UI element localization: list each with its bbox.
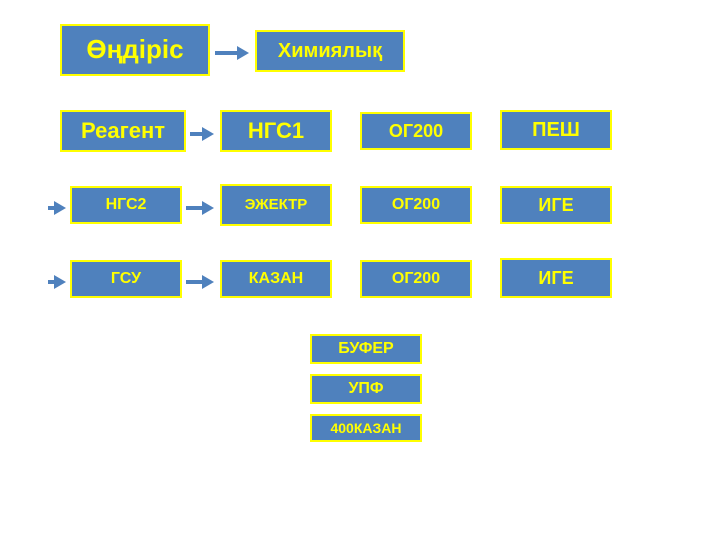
box-kazan400: 400КАЗАН <box>310 414 422 442</box>
box-label-reagent: Реагент <box>81 119 165 142</box>
box-upf: УПФ <box>310 374 422 404</box>
arrow-a-ngs2-ezhektr <box>186 201 214 215</box>
box-gsu: ГСУ <box>70 260 182 298</box>
box-label-ngs1: НГС1 <box>248 119 304 142</box>
box-label-kazan: КАЗАН <box>249 271 303 288</box>
box-ezhektr: ЭЖЕКТР <box>220 184 332 226</box>
box-khimiya: Химиялық <box>255 30 405 72</box>
box-label-igea: ИГЕ <box>538 196 573 215</box>
box-bufer: БУФЕР <box>310 334 422 364</box>
box-label-ondiris: Өңдіріс <box>86 36 183 63</box>
arrow-a-ondiris-khim <box>215 46 249 60</box>
arrow-a-into-ngs2 <box>48 201 66 215</box>
box-og200a: ОГ200 <box>360 112 472 150</box>
arrow-a-reagent-ngs1 <box>190 127 214 141</box>
box-label-og200c: ОГ200 <box>392 271 440 288</box>
box-label-igeb: ИГЕ <box>538 269 573 288</box>
box-ondiris: Өңдіріс <box>60 24 210 76</box>
box-igea: ИГЕ <box>500 186 612 224</box>
box-ngs2: НГС2 <box>70 186 182 224</box>
arrow-a-gsu-kazan <box>186 275 214 289</box>
box-label-ezhektr: ЭЖЕКТР <box>245 197 308 213</box>
box-label-ngs2: НГС2 <box>106 197 147 214</box>
box-label-gsu: ГСУ <box>111 271 141 288</box>
box-label-bufer: БУФЕР <box>338 341 393 358</box>
box-label-upf: УПФ <box>348 381 383 398</box>
box-label-og200a: ОГ200 <box>389 122 443 141</box>
box-reagent: Реагент <box>60 110 186 152</box>
box-ngs1: НГС1 <box>220 110 332 152</box>
arrow-a-into-gsu <box>48 275 66 289</box>
box-kazan: КАЗАН <box>220 260 332 298</box>
box-igeb: ИГЕ <box>500 258 612 298</box>
box-og200b: ОГ200 <box>360 186 472 224</box>
box-label-pesh: ПЕШ <box>532 120 580 141</box>
box-label-og200b: ОГ200 <box>392 197 440 214</box>
box-pesh: ПЕШ <box>500 110 612 150</box>
box-og200c: ОГ200 <box>360 260 472 298</box>
box-label-khimiya: Химиялық <box>278 41 382 62</box>
box-label-kazan400: 400КАЗАН <box>330 421 401 436</box>
